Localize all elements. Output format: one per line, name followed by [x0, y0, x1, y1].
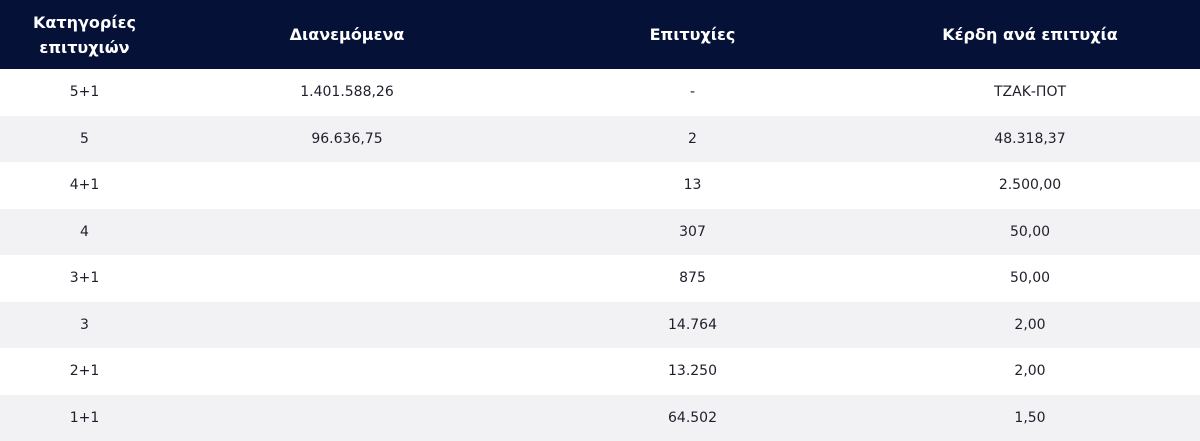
cell-category: 4+1	[0, 162, 169, 209]
table-row: 5+1 1.401.588,26 - ΤΖΑΚ-ΠΟΤ	[0, 69, 1200, 116]
cell-distributed	[169, 255, 525, 302]
header-distributed: Διανεμόμενα	[169, 0, 525, 69]
cell-prize: 2,00	[860, 348, 1200, 395]
cell-category: 1+1	[0, 395, 169, 441]
cell-category: 5	[0, 116, 169, 163]
cell-category: 3+1	[0, 255, 169, 302]
table-body: 5+1 1.401.588,26 - ΤΖΑΚ-ΠΟΤ 5 96.636,75 …	[0, 69, 1200, 441]
table-header: Κατηγορίες επιτυχιών Διανεμόμενα Επιτυχί…	[0, 0, 1200, 69]
cell-prize: 50,00	[860, 255, 1200, 302]
cell-prize: ΤΖΑΚ-ΠΟΤ	[860, 69, 1200, 116]
cell-winners: 875	[525, 255, 860, 302]
cell-distributed: 1.401.588,26	[169, 69, 525, 116]
cell-prize: 2,00	[860, 302, 1200, 349]
cell-distributed	[169, 395, 525, 441]
cell-prize: 1,50	[860, 395, 1200, 441]
header-prize-per-winner: Κέρδη ανά επιτυχία	[860, 0, 1200, 69]
cell-prize: 2.500,00	[860, 162, 1200, 209]
cell-distributed	[169, 209, 525, 256]
cell-category: 5+1	[0, 69, 169, 116]
table-row: 1+1 64.502 1,50	[0, 395, 1200, 441]
cell-winners: 64.502	[525, 395, 860, 441]
cell-winners: 13.250	[525, 348, 860, 395]
cell-distributed	[169, 162, 525, 209]
cell-winners: 307	[525, 209, 860, 256]
cell-winners: 13	[525, 162, 860, 209]
table-row: 5 96.636,75 2 48.318,37	[0, 116, 1200, 163]
cell-category: 2+1	[0, 348, 169, 395]
table-row: 2+1 13.250 2,00	[0, 348, 1200, 395]
header-categories: Κατηγορίες επιτυχιών	[0, 0, 169, 69]
cell-prize: 48.318,37	[860, 116, 1200, 163]
header-winners: Επιτυχίες	[525, 0, 860, 69]
header-row: Κατηγορίες επιτυχιών Διανεμόμενα Επιτυχί…	[0, 0, 1200, 69]
cell-winners: 14.764	[525, 302, 860, 349]
table-row: 4 307 50,00	[0, 209, 1200, 256]
cell-prize: 50,00	[860, 209, 1200, 256]
cell-distributed	[169, 302, 525, 349]
table-row: 3+1 875 50,00	[0, 255, 1200, 302]
table-row: 4+1 13 2.500,00	[0, 162, 1200, 209]
cell-winners: -	[525, 69, 860, 116]
cell-distributed	[169, 348, 525, 395]
cell-distributed: 96.636,75	[169, 116, 525, 163]
cell-winners: 2	[525, 116, 860, 163]
cell-category: 4	[0, 209, 169, 256]
cell-category: 3	[0, 302, 169, 349]
table-row: 3 14.764 2,00	[0, 302, 1200, 349]
